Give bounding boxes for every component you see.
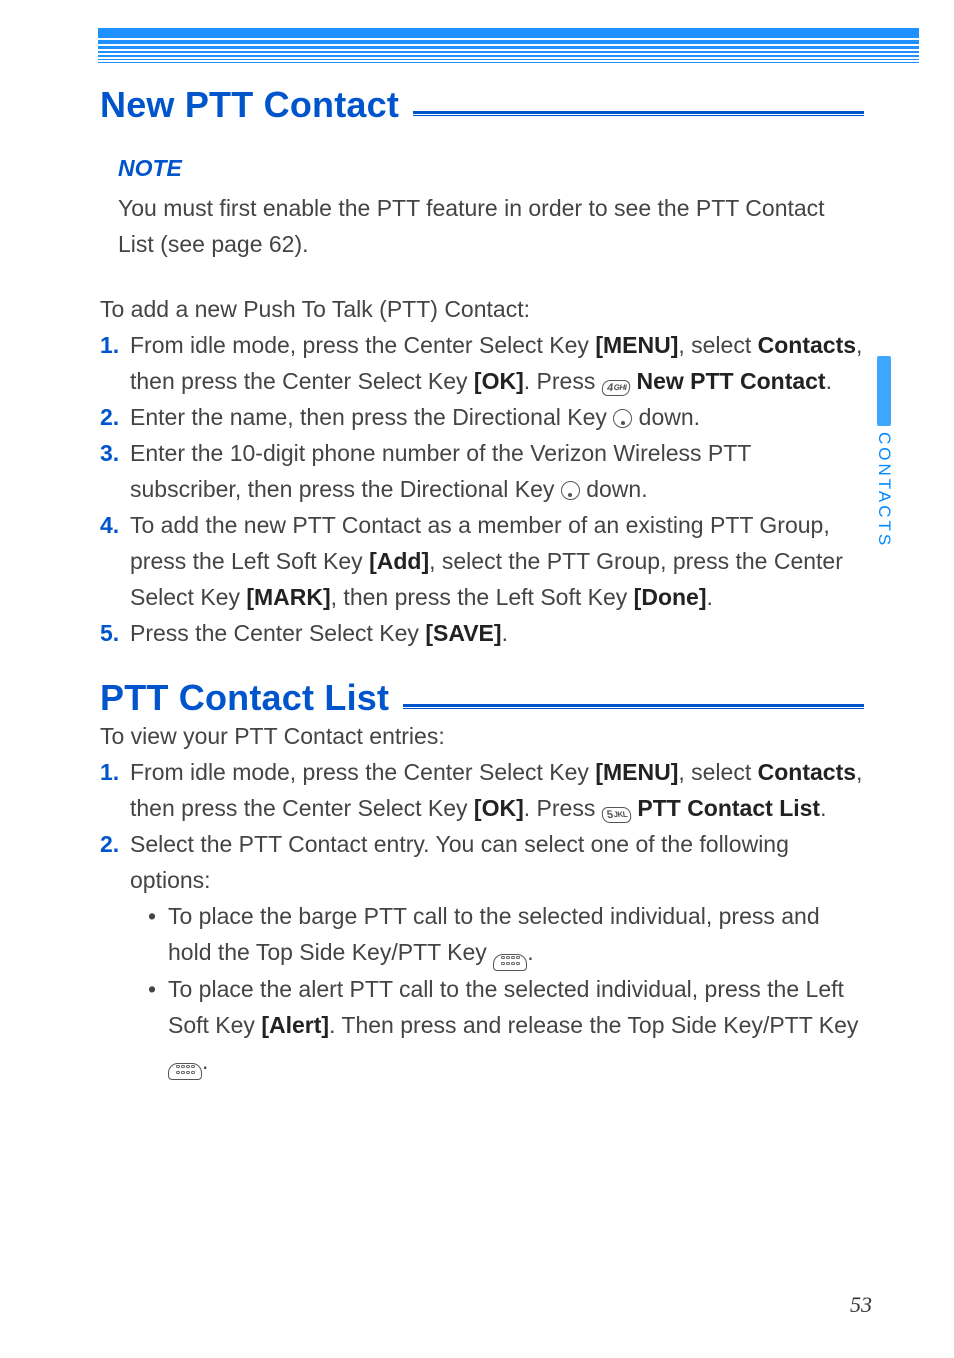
step-body: Select the PTT Contact entry. You can se…: [130, 826, 864, 1080]
section1-title: New PTT Contact: [100, 84, 399, 126]
step-body: Press the Center Select Key [SAVE].: [130, 615, 864, 651]
section2-heading: PTT Contact List: [100, 677, 864, 719]
bullet-item: • To place the alert PTT call to the sel…: [130, 971, 864, 1080]
section1-step-2: 2. Enter the name, then press the Direct…: [100, 399, 864, 435]
step-body: To add the new PTT Contact as a member o…: [130, 507, 864, 615]
section1-steps: 1. From idle mode, press the Center Sele…: [100, 327, 864, 651]
step-number: 3.: [100, 435, 130, 471]
bullet-marker: •: [148, 971, 168, 1007]
section1-heading: New PTT Contact: [100, 84, 864, 126]
step-body: Enter the name, then press the Direction…: [130, 399, 864, 435]
section1-intro: To add a new Push To Talk (PTT) Contact:: [100, 296, 864, 323]
side-tab: CONTACTS: [877, 356, 894, 548]
side-tab-marker: [877, 356, 891, 426]
side-tab-label: CONTACTS: [874, 432, 894, 548]
step-body: From idle mode, press the Center Select …: [130, 754, 864, 826]
note-text: You must first enable the PTT feature in…: [118, 190, 864, 262]
note-label: NOTE: [118, 150, 864, 186]
section1-step-5: 5. Press the Center Select Key [SAVE].: [100, 615, 864, 651]
section2-steps: 1. From idle mode, press the Center Sele…: [100, 754, 864, 1080]
step-body: From idle mode, press the Center Select …: [130, 327, 864, 399]
step-number: 2.: [100, 399, 130, 435]
step-number: 4.: [100, 507, 130, 543]
section2-step-2: 2. Select the PTT Contact entry. You can…: [100, 826, 864, 1080]
header-stripes: [98, 28, 919, 64]
note-box: NOTE You must first enable the PTT featu…: [118, 150, 864, 262]
directional-key-down-icon: [613, 409, 632, 428]
key-5jkl-icon: 5JKL: [601, 807, 632, 823]
key-4ghi-icon: 4GHI: [601, 380, 632, 396]
step-number: 1.: [100, 327, 130, 363]
step-body: Enter the 10-digit phone number of the V…: [130, 435, 864, 507]
section2-step-1: 1. From idle mode, press the Center Sele…: [100, 754, 864, 826]
section1-step-3: 3. Enter the 10-digit phone number of th…: [100, 435, 864, 507]
bullet-item: • To place the barge PTT call to the sel…: [130, 898, 864, 971]
ptt-key-icon: [493, 954, 527, 971]
ptt-key-icon: [168, 1063, 202, 1080]
step-number: 1.: [100, 754, 130, 790]
page-number: 53: [850, 1292, 872, 1318]
section1-step-4: 4. To add the new PTT Contact as a membe…: [100, 507, 864, 615]
section-rule: [413, 111, 864, 118]
section2-title: PTT Contact List: [100, 677, 389, 719]
step-number: 5.: [100, 615, 130, 651]
step-number: 2.: [100, 826, 130, 862]
section-rule: [403, 704, 864, 711]
section2-intro: To view your PTT Contact entries:: [100, 723, 864, 750]
section2-bullets: • To place the barge PTT call to the sel…: [130, 898, 864, 1080]
directional-key-down-icon: [561, 481, 580, 500]
section1-step-1: 1. From idle mode, press the Center Sele…: [100, 327, 864, 399]
bullet-marker: •: [148, 898, 168, 934]
